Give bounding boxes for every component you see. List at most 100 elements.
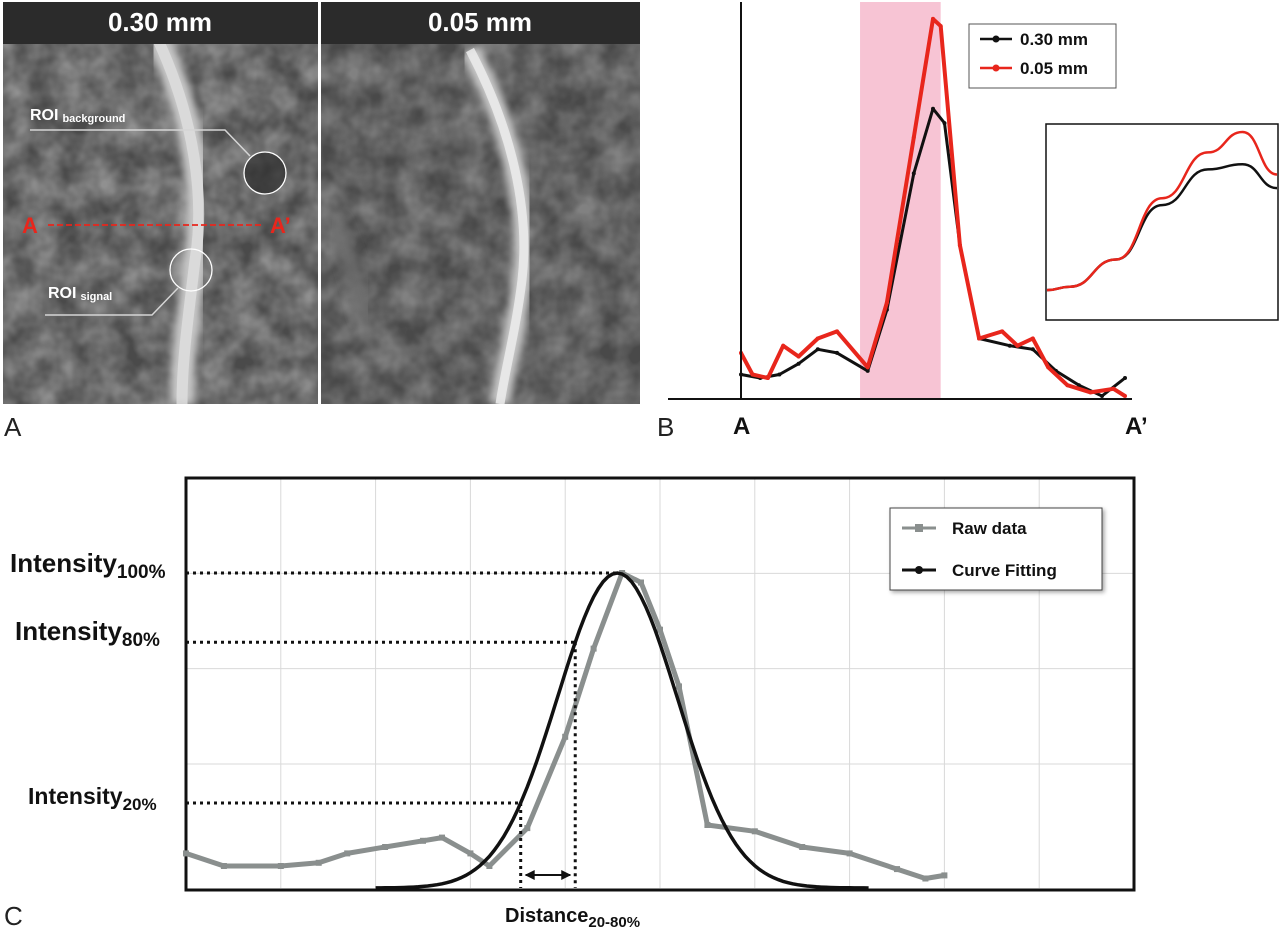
series-point-0-13	[1007, 343, 1012, 348]
roi-signal-label: ROI signal	[48, 285, 112, 303]
inset-series	[1046, 130, 1278, 292]
series-point-1-16	[1030, 336, 1035, 341]
raw-data-line	[185, 570, 945, 881]
series-point-0-14	[1030, 347, 1035, 352]
panel-b-legend: 0.30 mm 0.05 mm	[968, 23, 1117, 89]
image-005mm	[321, 2, 640, 404]
profile-line-end-label: A’	[270, 213, 291, 238]
legend-label-030mm: 0.30 mm	[1020, 30, 1088, 49]
legend-marker-030mm	[992, 35, 1000, 43]
distance-label: Distance20-80%	[505, 905, 640, 931]
raw-data-point-1	[220, 863, 227, 869]
series-point-1-7	[865, 365, 870, 370]
roi-background-leader	[30, 129, 251, 157]
series-point-0-10	[942, 121, 947, 126]
raw-data-point-7	[439, 834, 445, 841]
panel-b-series	[739, 16, 1127, 398]
panel-b-chart: A A’ 0.30 mm 0.05 mm B	[657, 2, 1279, 442]
series-point-1-9	[911, 135, 916, 140]
roi-background-annotation: ROI background	[30, 107, 287, 195]
panel-c-annotations	[186, 571, 618, 888]
series-point-1-19	[1088, 390, 1093, 395]
raw-data-point-2	[277, 863, 284, 869]
panel-c-plot-frame	[184, 476, 1136, 892]
series-point-1-11	[938, 24, 943, 29]
profile-line-start-label: A	[22, 213, 38, 238]
series-point-1-20	[1111, 386, 1116, 391]
raw-data-point-12	[590, 645, 597, 652]
series-point-1-2	[765, 376, 770, 380]
raw-data-point-22	[922, 875, 929, 882]
roi-signal-annotation: ROI signal	[45, 248, 213, 316]
series-point-0-17	[1100, 394, 1104, 398]
raw-data-point-20	[846, 850, 853, 857]
legend-marker-005mm	[992, 64, 1000, 72]
panel-b-legend-box	[968, 23, 1117, 89]
legend-label-raw: Raw data	[952, 519, 1027, 538]
intensity-100-label: Intensity100%	[10, 548, 166, 583]
series-point-0-18	[1123, 376, 1127, 380]
header-030mm: 0.30 mm	[108, 7, 212, 37]
legend-marker-raw	[915, 524, 923, 532]
raw-data-point-5	[382, 844, 389, 850]
raw-data-point-19	[799, 844, 806, 850]
raw-data-point-4	[344, 850, 351, 857]
intensity-20-label: Intensity20%	[28, 783, 157, 814]
roi-background-label: ROI background	[30, 107, 125, 125]
raw-data-point-9	[486, 863, 493, 869]
intensity-80-label: Intensity80%	[15, 616, 160, 651]
raw-data-point-17	[704, 822, 711, 828]
raw-data-point-15	[657, 626, 663, 633]
series-point-1-5	[815, 336, 820, 341]
raw-data-point-14	[638, 579, 644, 586]
roi-background-circle	[243, 151, 287, 195]
panel-b-x-end-label: A’	[1125, 413, 1148, 440]
highlight-band	[860, 2, 941, 399]
image-030mm	[3, 2, 318, 404]
profile-line: A A’	[22, 213, 291, 238]
series-point-0-5	[835, 350, 839, 355]
series-point-0-8	[911, 171, 916, 176]
panel-c-series	[183, 570, 948, 890]
panel-letter-c: C	[4, 901, 23, 931]
roi-signal-leader	[45, 287, 179, 316]
panel-letter-b: B	[657, 412, 674, 442]
legend-label-005mm: 0.05 mm	[1020, 59, 1088, 78]
raw-data-point-16	[676, 683, 682, 690]
panel-c-chart: Intensity100% Intensity80% Intensity20% …	[4, 476, 1136, 931]
panel-letter-a: A	[4, 412, 22, 442]
inset-line-1	[1046, 130, 1278, 292]
raw-data-point-3	[315, 859, 322, 866]
series-point-1-3	[781, 343, 786, 348]
raw-data-point-18	[751, 828, 758, 835]
raw-data-point-6	[420, 837, 426, 844]
legend-label-fit: Curve Fitting	[952, 561, 1057, 580]
series-point-0-16	[1076, 383, 1081, 388]
panel-b-x-start-label: A	[733, 413, 750, 440]
raw-data-point-10	[524, 825, 531, 832]
panel-b-inset	[1045, 123, 1279, 321]
series-point-1-14	[1000, 329, 1005, 334]
series-point-1-6	[835, 329, 839, 334]
roi-signal-circle	[169, 248, 213, 292]
series-line-005mm	[739, 16, 1127, 398]
series-point-1-4	[796, 354, 801, 359]
panel-c-legend-box	[889, 507, 1103, 591]
raw-data-point-11	[562, 733, 569, 740]
series-point-1-1	[750, 372, 755, 377]
legend-marker-fit	[915, 566, 923, 574]
header-005mm: 0.05 mm	[428, 7, 532, 37]
series-point-0-3	[796, 361, 801, 366]
series-point-0-9	[931, 106, 935, 111]
distance-arrowhead-right	[561, 870, 572, 880]
series-point-0-2	[777, 372, 782, 377]
raw-data-point-8	[467, 850, 474, 857]
series-point-1-8	[884, 300, 889, 305]
panel-c-legend	[889, 507, 1103, 591]
curve-fitting-line	[375, 571, 869, 890]
inset-box	[1045, 123, 1279, 321]
raw-data-point-23	[941, 872, 948, 879]
series-point-1-17	[1046, 365, 1051, 370]
distance-arrowhead-left	[524, 870, 535, 880]
